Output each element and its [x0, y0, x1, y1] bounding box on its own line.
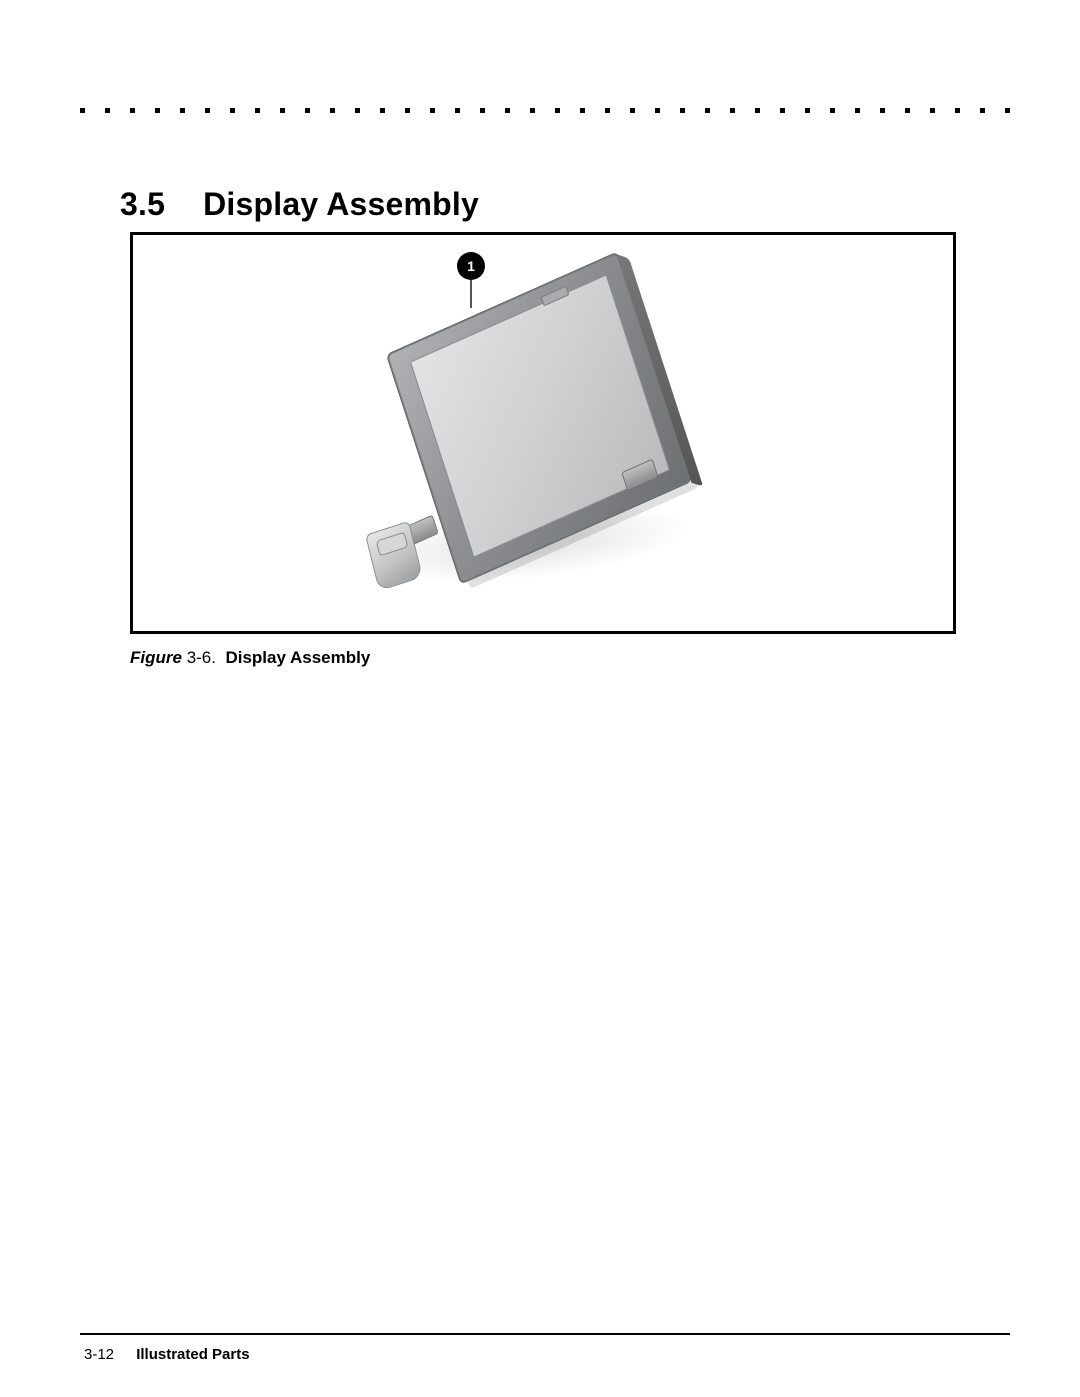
callout-label: 1	[467, 258, 475, 274]
caption-title: Display Assembly	[225, 648, 370, 667]
footer-section: Illustrated Parts	[136, 1346, 249, 1363]
dotted-rule	[80, 108, 1010, 113]
page-number: 3-12	[84, 1346, 114, 1363]
section-heading: 3.5 Display Assembly	[120, 186, 479, 223]
figure-box: 1	[130, 232, 956, 634]
caption-prefix: Figure	[130, 648, 182, 667]
section-number: 3.5	[120, 186, 165, 222]
footer-rule	[80, 1333, 1010, 1335]
section-title: Display Assembly	[203, 186, 479, 222]
display-assembly-illustration	[323, 289, 763, 619]
figure-caption: Figure 3-6. Display Assembly	[130, 648, 370, 668]
page-footer: 3-12 Illustrated Parts	[84, 1346, 250, 1363]
caption-number: 3-6.	[187, 648, 216, 667]
callout-bubble: 1	[457, 252, 485, 280]
manual-page: 3.5 Display Assembly 1 Figure 3-6. Displa…	[0, 0, 1080, 1397]
